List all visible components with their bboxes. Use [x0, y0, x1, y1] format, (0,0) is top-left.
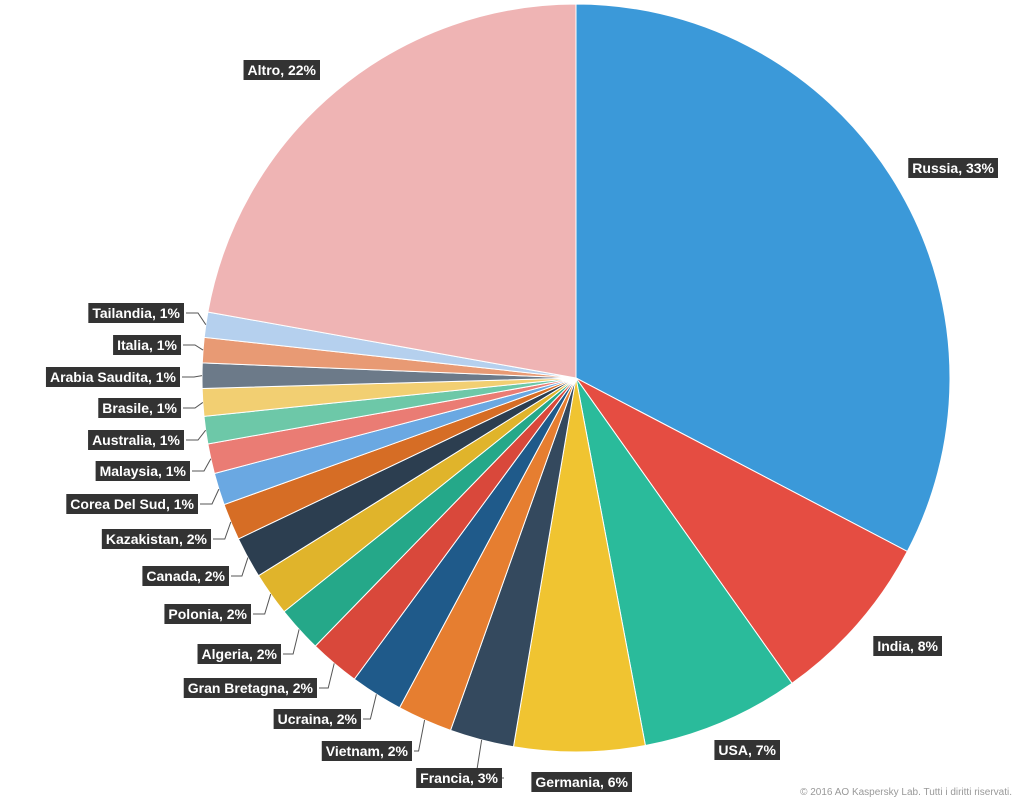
slice-label-box	[273, 709, 361, 729]
leader-line	[363, 694, 377, 720]
slice-label-text: Vietnam, 2%	[326, 743, 409, 759]
slice-label-box	[531, 772, 632, 792]
slice-label-box	[183, 678, 317, 698]
slice-label-box	[321, 741, 412, 761]
slice-label: India, 8%	[873, 636, 942, 656]
slice-label-text: Canada, 2%	[146, 568, 225, 584]
slice-label-box	[66, 494, 198, 514]
slice-label: Francia, 3%	[416, 739, 504, 788]
leader-line	[253, 593, 272, 615]
copyright-notice: © 2016 AO Kaspersky Lab. Tutti i diritti…	[800, 787, 1012, 798]
slice-label-text: Tailandia, 1%	[92, 305, 180, 321]
slice-label-box	[164, 604, 251, 624]
slice-label: Italia, 1%	[113, 335, 204, 355]
slice-label: Algeria, 2%	[197, 629, 300, 664]
slice-label-text: Russia, 33%	[912, 160, 994, 176]
slice-label: Corea Del Sud, 1%	[66, 488, 220, 514]
slice-label-box	[45, 367, 180, 387]
slice-label: Kazakistan, 2%	[101, 521, 232, 549]
slice-label-text: Algeria, 2%	[202, 646, 278, 662]
pie-slice	[575, 377, 793, 747]
slice-label: Australia, 1%	[88, 429, 207, 450]
slice-label-text: Malaysia, 1%	[100, 463, 187, 479]
slice-label: Ucraina, 2%	[273, 694, 377, 729]
slice-label-text: Altro, 22%	[248, 62, 317, 78]
slice-label: Russia, 33%	[908, 158, 998, 178]
slice-label-text: USA, 7%	[718, 742, 776, 758]
slice-label-text: Polonia, 2%	[168, 606, 247, 622]
slice-label-text: Australia, 1%	[92, 432, 180, 448]
slice-label-box	[243, 60, 320, 80]
slice-label-text: Italia, 1%	[117, 337, 177, 353]
slice-label-text: Brasile, 1%	[102, 400, 177, 416]
slice-label: Vietnam, 2%	[321, 719, 426, 761]
slice-label-text: Gran Bretagna, 2%	[188, 680, 314, 696]
slice-label-text: Germania, 6%	[535, 774, 628, 790]
slice-label-text: Kazakistan, 2%	[106, 531, 208, 547]
leader-line	[183, 402, 204, 409]
pie-slice	[575, 377, 909, 684]
leader-line	[213, 521, 232, 540]
slice-label: Altro, 22%	[243, 60, 320, 80]
slice-label-box	[95, 461, 190, 481]
slice-label: Polonia, 2%	[164, 593, 272, 624]
pie-slices	[201, 3, 951, 753]
slice-label-box	[197, 644, 281, 664]
slice-label-box	[101, 529, 211, 549]
leader-line	[200, 488, 220, 505]
slice-label: Malaysia, 1%	[95, 458, 212, 481]
slice-label: Tailandia, 1%	[88, 303, 207, 325]
leader-line	[186, 429, 207, 441]
pie-slice	[575, 3, 951, 553]
slice-label-text: Corea Del Sud, 1%	[70, 496, 194, 512]
slice-label: Canada, 2%	[142, 557, 249, 586]
slice-label-box	[714, 740, 780, 760]
slice-label-text: India, 8%	[877, 638, 938, 654]
leader-line	[183, 344, 204, 351]
slice-label-box	[908, 158, 998, 178]
slice-label: Arabia Saudita, 1%	[45, 367, 203, 387]
slice-label-box	[873, 636, 942, 656]
slice-label-box	[88, 303, 184, 323]
leader-line	[414, 719, 426, 752]
leader-line	[182, 375, 203, 378]
slice-label: Gran Bretagna, 2%	[183, 663, 335, 698]
leader-line	[231, 557, 249, 577]
slice-label-box	[113, 335, 181, 355]
slice-label-box	[88, 430, 184, 450]
leader-line	[319, 663, 335, 689]
slice-label-text: Ucraina, 2%	[278, 711, 358, 727]
slice-label-box	[142, 566, 229, 586]
slice-label: Brasile, 1%	[98, 398, 204, 418]
slice-label-box	[98, 398, 181, 418]
leader-line	[283, 629, 300, 655]
slice-label-box	[416, 768, 502, 788]
leader-line	[186, 312, 207, 325]
pie-labels: Russia, 33% India, 8% USA, 7% Germania, 6% F…	[45, 60, 998, 792]
pie-slice	[207, 3, 577, 379]
slice-label: Germania, 6%	[531, 772, 632, 792]
slice-label: USA, 7%	[714, 740, 780, 760]
leader-line	[192, 458, 212, 472]
slice-label-text: Francia, 3%	[420, 770, 498, 786]
pie-slice	[512, 377, 646, 753]
slice-label-text: Arabia Saudita, 1%	[50, 369, 177, 385]
